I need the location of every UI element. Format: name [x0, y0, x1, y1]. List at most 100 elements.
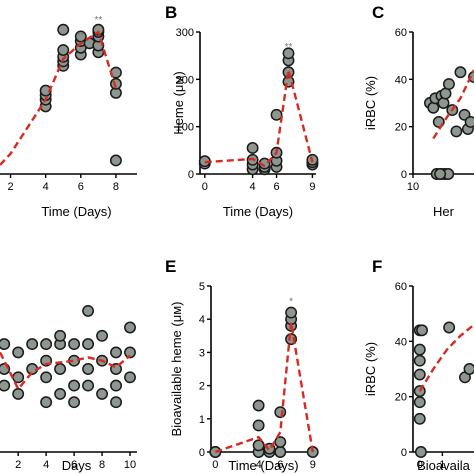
data-point — [413, 412, 426, 425]
y-tick-label: 0 — [401, 447, 407, 459]
x-tick-label: 4 — [43, 181, 49, 193]
panel-label-e: E — [165, 257, 176, 276]
y-tick-label: 0 — [188, 169, 194, 181]
panel-b: 0 100 200 300 0 4 6 9 Time (Days) Heme (μм) ** — [171, 27, 319, 219]
y-tick-label: 100 — [176, 122, 194, 134]
data-point — [68, 379, 81, 392]
trend-line-c — [432, 69, 474, 140]
x-tick-label: 6 — [78, 181, 84, 193]
x-tick-label: 2 — [15, 459, 21, 471]
data-point — [413, 343, 426, 356]
y-tick-label: 0 — [199, 447, 205, 459]
y-tick-label: 0 — [401, 169, 407, 181]
data-point — [414, 446, 427, 458]
y-axis-label-c: iRBC (%) — [363, 76, 378, 130]
x-axis-label-f: Bioavaila — [417, 458, 471, 473]
data-point — [413, 385, 426, 398]
panel-c: 0 20 40 60 10 Her iRBC (%) — [363, 27, 474, 219]
data-point — [110, 346, 122, 359]
x-tick-label: 10 — [124, 459, 136, 471]
x-tick-label: 4 — [250, 181, 256, 193]
panel-label-f: F — [372, 257, 382, 276]
x-tick-label: 6 — [273, 181, 279, 193]
y-tick-label: 2 — [199, 381, 205, 393]
x-tick-label: 4 — [256, 459, 262, 471]
data-point — [82, 363, 95, 375]
data-point — [274, 446, 287, 458]
data-point — [282, 47, 295, 60]
x-tick-label: 6 — [277, 459, 283, 471]
panel-d: 2 4 6 8 10 Days — [0, 304, 137, 473]
x-tick-label: 8 — [113, 181, 119, 193]
data-point — [54, 329, 67, 342]
x-tick-label: 9 — [310, 459, 316, 471]
data-point — [454, 66, 467, 79]
x-tick-label: 8 — [99, 459, 105, 471]
data-point — [270, 108, 283, 121]
x-tick-label: 1 — [439, 459, 445, 471]
x-tick-label: 9 — [309, 181, 315, 193]
x-tick-label: 0 — [202, 181, 208, 193]
data-point — [96, 387, 109, 400]
y-tick-label: 3 — [199, 347, 205, 359]
data-point — [413, 368, 426, 381]
data-point — [442, 78, 455, 91]
trend-line-e — [214, 322, 314, 454]
data-point — [40, 338, 53, 351]
data-point — [252, 419, 265, 432]
data-point — [12, 346, 25, 359]
x-axis-label-d: Days — [62, 458, 92, 473]
data-point — [450, 125, 463, 138]
x-tick-label: 0 — [417, 459, 423, 471]
trend-line-a — [0, 30, 118, 166]
significance-marker: ** — [77, 31, 85, 42]
data-point — [110, 396, 122, 409]
data-point — [74, 30, 87, 43]
x-tick-label: 2 — [7, 181, 13, 193]
trend-line-f — [418, 323, 474, 392]
data-point — [252, 399, 265, 412]
data-point — [463, 363, 474, 375]
data-point — [285, 306, 298, 319]
x-tick-label: 10 — [407, 181, 419, 193]
x-tick-label: 4 — [43, 459, 49, 471]
data-point — [434, 168, 447, 180]
x-axis-label-c: Her — [433, 204, 455, 219]
x-axis-label-e: Time (Days) — [228, 458, 298, 473]
data-point — [252, 439, 265, 452]
data-point — [110, 379, 122, 392]
significance-marker: * — [289, 296, 293, 307]
data-point — [57, 23, 70, 36]
trend-line-d — [0, 351, 131, 392]
data-point — [274, 436, 287, 448]
y-tick-label: 20 — [395, 122, 407, 134]
data-point — [40, 396, 53, 409]
data-point — [124, 321, 136, 334]
y-axis-label-b: Heme (μм) — [171, 71, 186, 134]
y-axis-label-f: iRBC (%) — [363, 342, 378, 396]
data-point — [0, 338, 11, 351]
y-tick-label: 4 — [199, 314, 205, 326]
data-point — [12, 387, 25, 400]
data-point — [54, 363, 67, 375]
panel-label-b: B — [165, 3, 177, 22]
y-tick-label: 5 — [199, 281, 205, 293]
data-point — [109, 154, 122, 167]
data-point — [57, 44, 70, 56]
data-point — [246, 142, 259, 154]
data-point — [54, 387, 67, 400]
y-tick-label: 300 — [176, 27, 194, 39]
y-tick-label: 60 — [395, 281, 407, 293]
data-point — [68, 338, 81, 351]
data-point — [443, 321, 456, 334]
data-point — [274, 406, 287, 419]
data-point — [82, 379, 95, 392]
data-point — [82, 304, 95, 317]
data-point — [68, 396, 81, 409]
panel-label-c: C — [372, 3, 384, 22]
y-tick-label: 40 — [395, 74, 407, 86]
panel-e: 0 1 2 3 4 5 0 4 6 9 Time (Days) Bioavailable heme (… — [169, 281, 319, 473]
data-point — [40, 371, 53, 384]
